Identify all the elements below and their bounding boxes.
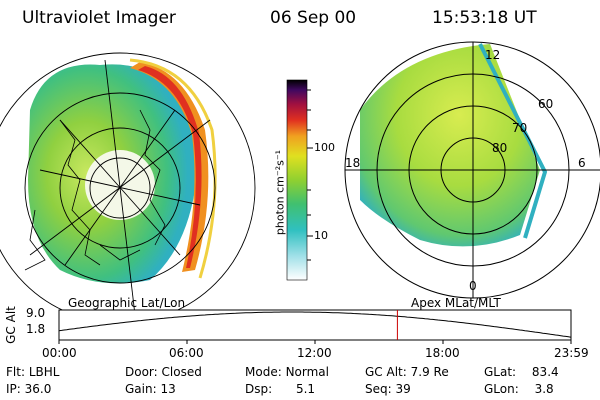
status-door: Door: Closed (125, 365, 202, 379)
time-tick-1800: 18:00 (425, 346, 460, 360)
altitude-plot (58, 309, 572, 344)
status-dsp: Dsp: 5.1 (245, 382, 316, 396)
scale-unit-label: photon cm⁻²s⁻¹ (273, 149, 287, 236)
altitude-tick-low: 1.8 (26, 322, 46, 336)
status-ip: IP: 36.0 (6, 382, 52, 396)
altitude-curve (58, 311, 572, 338)
mlt-label-dusk: 18 (345, 156, 361, 170)
geographic-map-label: Geographic Lat/Lon (68, 296, 186, 310)
altitude-plot-frame (58, 309, 572, 341)
time-tick-2359: 23:59 (554, 346, 589, 360)
instrument-title: Ultraviolet Imager (22, 8, 176, 28)
altitude-tick-high: 9.0 (26, 306, 46, 320)
color-scale-bar (286, 79, 308, 281)
auroral-emission (360, 44, 540, 247)
mlt-label-noon: 12 (485, 48, 501, 62)
limb-outer (129, 58, 217, 279)
date-label: 06 Sep 00 (270, 8, 357, 28)
time-label: 15:53:18 UT (432, 8, 537, 28)
color-scale-ticks (307, 89, 313, 261)
status-mode: Mode: Normal (245, 365, 329, 379)
status-seq: Seq: 39 (365, 382, 411, 396)
lat-label-60: 60 (538, 97, 554, 111)
time-tick-1200: 12:00 (297, 346, 332, 360)
lat-label-70: 70 (512, 121, 528, 135)
altitude-axis-label: GC Alt (3, 306, 18, 344)
status-filter: Flt: LBHL (6, 365, 60, 379)
status-gain: Gain: 13 (125, 382, 176, 396)
geographic-map (0, 52, 256, 324)
apex-map-label: Apex MLat/MLT (411, 296, 501, 310)
coastline (24, 109, 166, 271)
mlt-label-dawn: 6 (578, 156, 586, 170)
scale-label-100: 100 (314, 141, 335, 154)
lat-label-80: 80 (492, 141, 508, 155)
status-gc-alt: GC Alt: 7.9 Re (365, 365, 449, 379)
dayside-edge (478, 43, 548, 239)
time-tick-0000: 00:00 (42, 346, 77, 360)
status-glat: GLat: 83.4 (484, 365, 559, 379)
status-glon: GLon: 3.8 (484, 382, 554, 396)
time-tick-0600: 06:00 (169, 346, 204, 360)
mlt-label-midnight: 0 (469, 279, 477, 293)
apex-map (344, 41, 600, 299)
scale-label-10: 10 (314, 229, 328, 242)
